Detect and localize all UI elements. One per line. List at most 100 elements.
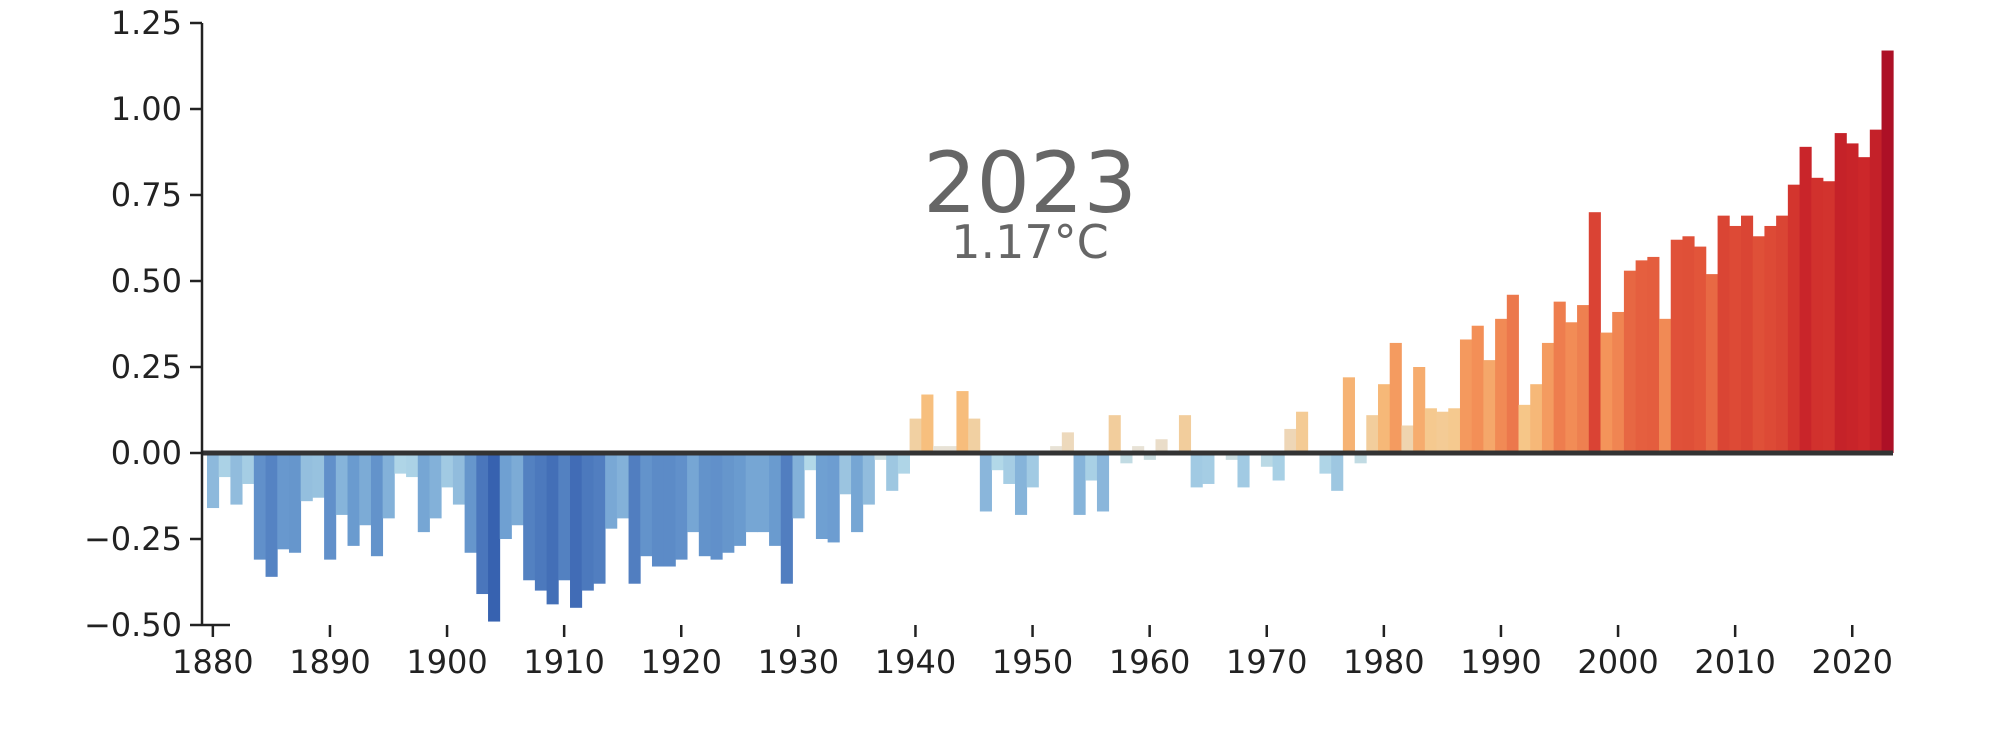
x-tick-label: 1920	[641, 643, 722, 681]
bar-1982	[1401, 425, 1414, 453]
bar-1939	[897, 453, 910, 474]
bar-1954	[1073, 453, 1086, 515]
bar-1973	[1296, 411, 1309, 453]
bar-2022	[1869, 129, 1882, 453]
bar-1998	[1588, 212, 1601, 453]
bar-1898	[417, 453, 430, 533]
bar-1971	[1272, 453, 1285, 481]
bar-1892	[347, 453, 360, 546]
bar-1903	[476, 453, 489, 595]
bar-1989	[1483, 360, 1496, 453]
x-tick-label: 2000	[1577, 643, 1658, 681]
bar-1959	[1132, 446, 1145, 453]
bar-1895	[382, 453, 395, 519]
bar-1893	[359, 453, 372, 526]
bar-2016	[1799, 146, 1812, 453]
y-tick-label: 1.00	[111, 90, 182, 128]
bar-1894	[370, 453, 384, 557]
bar-1955	[1085, 453, 1098, 481]
bar-1958	[1120, 453, 1133, 464]
bar-1914	[605, 453, 618, 529]
x-tick-label: 1990	[1460, 643, 1541, 681]
bar-1987	[1459, 339, 1473, 453]
bar-1957	[1108, 415, 1121, 453]
x-tick-label: 2010	[1694, 643, 1775, 681]
bar-2005	[1670, 239, 1683, 453]
bar-1889	[312, 453, 325, 498]
bar-1975	[1319, 453, 1332, 474]
bar-1930	[792, 453, 805, 519]
bar-1986	[1448, 408, 1461, 453]
bar-1911	[570, 453, 583, 608]
bar-1887	[288, 453, 302, 553]
bar-1940	[909, 418, 922, 453]
bar-1907	[523, 453, 536, 581]
bar-1886	[277, 453, 290, 550]
bar-1906	[511, 453, 524, 526]
bar-1916	[628, 453, 641, 584]
bar-1890	[324, 453, 337, 560]
bar-1927	[757, 453, 770, 533]
bar-1917	[640, 453, 653, 557]
bar-1967	[1225, 453, 1238, 460]
bar-1947	[991, 453, 1004, 471]
y-tick-label: 1.25	[111, 4, 182, 42]
bar-1983	[1413, 367, 1426, 453]
x-tick-label: 1890	[289, 643, 370, 681]
bar-1913	[593, 453, 606, 584]
bar-2021	[1858, 157, 1871, 453]
bar-1980	[1378, 384, 1391, 453]
bar-1935	[851, 453, 864, 533]
bar-1964	[1190, 453, 1203, 488]
bar-1901	[452, 453, 466, 505]
bar-1896	[394, 453, 407, 474]
bar-2007	[1694, 246, 1707, 453]
bar-1942	[933, 446, 946, 453]
bar-2012	[1752, 236, 1765, 453]
x-tick-label: 2020	[1812, 643, 1893, 681]
bar-1949	[1014, 453, 1028, 515]
bar-1891	[335, 453, 348, 515]
bar-2013	[1764, 225, 1777, 453]
bar-2011	[1741, 215, 1754, 453]
bar-1941	[921, 394, 934, 453]
bar-2010	[1729, 225, 1742, 453]
bar-1981	[1389, 342, 1402, 453]
bar-1950	[1026, 453, 1039, 488]
bar-2015	[1787, 184, 1800, 453]
bar-1972	[1284, 428, 1297, 453]
y-tick-label: 0.00	[111, 434, 182, 472]
bar-1924	[722, 453, 735, 553]
y-tick-label: 0.25	[111, 348, 182, 386]
bar-1977	[1342, 377, 1355, 453]
bar-1888	[300, 453, 313, 502]
y-tick-label: −0.50	[84, 606, 182, 644]
bar-1988	[1471, 325, 1484, 453]
bar-2017	[1811, 177, 1824, 454]
bar-1965	[1202, 453, 1215, 484]
bar-1943	[944, 446, 957, 453]
bar-1952	[1050, 446, 1063, 453]
bar-1902	[464, 453, 477, 553]
bar-1905	[499, 453, 512, 539]
bar-1938	[886, 453, 899, 491]
bar-2019	[1834, 133, 1847, 453]
bar-1953	[1061, 432, 1074, 453]
bar-2004	[1659, 318, 1672, 453]
bar-1925	[733, 453, 747, 546]
bar-1929	[780, 453, 793, 584]
bar-1993	[1530, 384, 1543, 453]
bar-2020	[1846, 143, 1859, 453]
bar-1880	[207, 453, 220, 509]
bar-2000	[1612, 311, 1625, 453]
x-tick-label: 1960	[1109, 643, 1190, 681]
bar-1936	[862, 453, 875, 505]
bar-1882	[230, 453, 243, 505]
bar-1992	[1518, 404, 1531, 453]
bar-1991	[1506, 294, 1519, 453]
bar-1970	[1260, 453, 1274, 467]
bar-1922	[698, 453, 711, 557]
bar-1976	[1331, 453, 1344, 491]
bar-1968	[1237, 453, 1250, 488]
